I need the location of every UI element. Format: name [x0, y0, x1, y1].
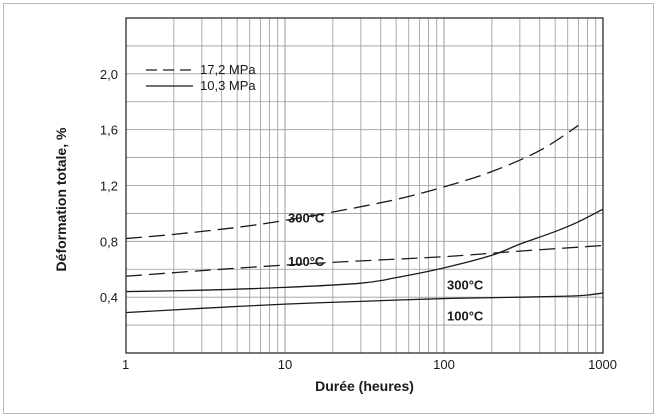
- x-axis-title: Durée (heures): [315, 378, 414, 394]
- series-label: 300°C: [447, 278, 484, 293]
- y-tick-label: 0,8: [100, 234, 118, 249]
- series-label: 100°C: [288, 254, 325, 269]
- series-layer: [125, 124, 604, 314]
- series-label: 100°C: [447, 308, 484, 323]
- series-line-solid-3: [125, 292, 604, 314]
- plot-area-border: [125, 17, 604, 354]
- x-tick-label: 1000: [588, 357, 617, 372]
- legend-label-10-3-mpa: 10,3 MPa: [200, 78, 256, 93]
- series-line-dashed-0: [125, 124, 579, 240]
- y-tick-label: 1,2: [100, 179, 118, 194]
- series-line-dashed-1: [125, 244, 604, 277]
- series-line-solid-2: [125, 208, 604, 293]
- tick-labels: 1 10 100 1000 0,4 0,8 1,2 1,6 2,0: [100, 67, 617, 372]
- x-tick-label: 10: [278, 357, 292, 372]
- chart-frame: [3, 3, 654, 414]
- y-axis-title: Déformation totale, %: [53, 127, 69, 271]
- series-label: 300°C: [288, 211, 325, 226]
- grid: [126, 18, 603, 353]
- y-tick-label: 0,4: [100, 290, 118, 305]
- x-tick-label: 100: [433, 357, 455, 372]
- y-tick-label: 1,6: [100, 123, 118, 138]
- series-labels: 300°C 100°C 300°C 100°C: [288, 211, 484, 324]
- legend-label-17-2-mpa: 17,2 MPa: [200, 62, 256, 77]
- y-tick-label: 2,0: [100, 67, 118, 82]
- x-tick-label: 1: [122, 357, 129, 372]
- legend: 17,2 MPa 10,3 MPa: [146, 62, 256, 93]
